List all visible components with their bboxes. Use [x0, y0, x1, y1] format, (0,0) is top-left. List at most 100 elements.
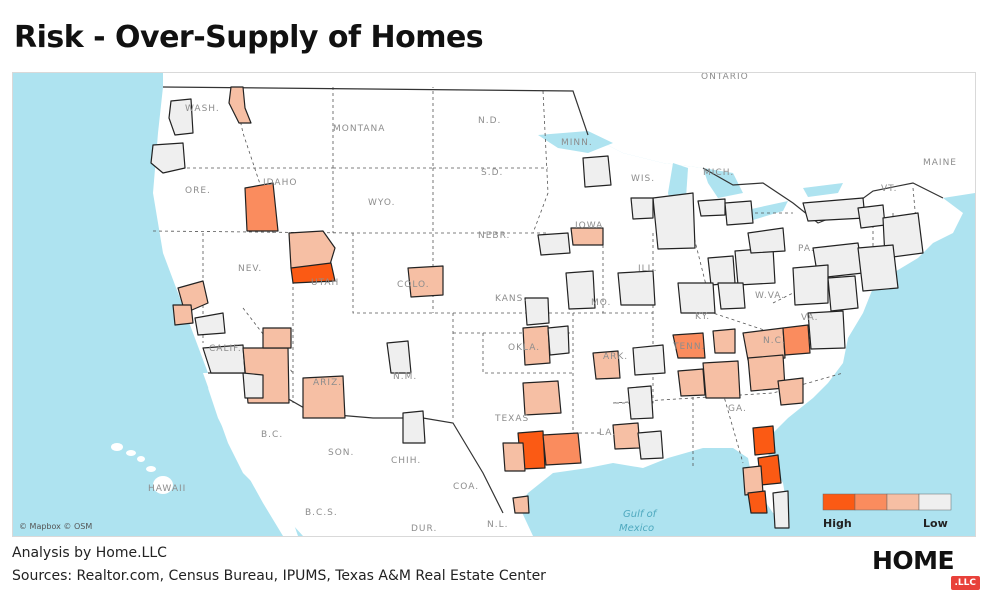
label-wva: W.VA.: [755, 291, 785, 301]
label-kans: KANS.: [495, 294, 527, 304]
metro-ogden[interactable]: [288, 230, 336, 272]
label-va: VA.: [801, 313, 818, 323]
metro-boise[interactable]: [244, 182, 279, 232]
label-ark: ARK.: [603, 352, 628, 362]
label-colo: COLO.: [397, 280, 430, 290]
legend-swatch-3: [886, 493, 920, 511]
sources-credit: Sources: Realtor.com, Census Bureau, IPU…: [12, 568, 546, 584]
metro-denver[interactable]: [407, 265, 444, 298]
metro-pittsburgh[interactable]: [792, 264, 829, 306]
metro-houston[interactable]: [542, 432, 582, 466]
metro-raleigh[interactable]: [782, 324, 811, 356]
metro-batonrouge[interactable]: [612, 422, 641, 450]
label-coa: COA.: [453, 482, 479, 492]
label-iowa: IOWA: [575, 221, 603, 231]
metro-kc[interactable]: [565, 270, 596, 310]
metro-charlotte[interactable]: [742, 327, 786, 361]
metro-detroit[interactable]: [724, 200, 754, 226]
metro-cincinnati[interactable]: [717, 282, 746, 310]
metro-philadelphia[interactable]: [827, 275, 859, 312]
label-sd: S.D.: [481, 168, 503, 178]
metro-wichita[interactable]: [524, 297, 550, 326]
label-chih: CHIH.: [391, 456, 421, 466]
metro-minneapolis[interactable]: [582, 155, 612, 188]
metro-milwaukee[interactable]: [630, 197, 654, 220]
page-title: Risk - Over-Supply of Homes: [14, 20, 484, 55]
home-llc-logo: HOME .LLC: [872, 546, 984, 590]
metro-capecoral[interactable]: [747, 490, 768, 514]
metro-spokane[interactable]: [228, 86, 252, 124]
metro-stockton[interactable]: [194, 312, 226, 336]
label-ill: ILL.: [638, 264, 658, 274]
metro-vegas[interactable]: [262, 327, 292, 349]
label-ariz: ARIZ.: [313, 378, 342, 388]
map-container[interactable]: ONTARIO WASH. MONTANA N.D. MINN. IDAHO O…: [12, 72, 976, 537]
metro-jackson[interactable]: [627, 385, 654, 420]
label-nc: N.C.: [763, 336, 786, 346]
metro-miami[interactable]: [772, 490, 790, 529]
metro-charleston[interactable]: [777, 377, 804, 406]
metro-tampa[interactable]: [742, 465, 764, 496]
metro-nyc[interactable]: [857, 244, 899, 292]
map-attribution[interactable]: © Mapbox © OSM: [19, 522, 92, 531]
map-svg[interactable]: ONTARIO WASH. MONTANA N.D. MINN. IDAHO O…: [13, 73, 975, 536]
metro-jacksonville[interactable]: [752, 425, 776, 456]
label-wash: WASH.: [185, 104, 220, 114]
metro-albany[interactable]: [857, 204, 886, 229]
metro-neworleans[interactable]: [637, 430, 664, 460]
metro-tulsa[interactable]: [547, 325, 570, 356]
metro-albuquerque[interactable]: [386, 340, 412, 374]
metro-columbus[interactable]: [734, 247, 776, 286]
metro-dc[interactable]: [807, 310, 846, 350]
metro-seattle[interactable]: [168, 98, 194, 136]
metro-atlanta[interactable]: [702, 360, 741, 399]
metro-littlerock[interactable]: [592, 350, 621, 380]
label-mo: MO.: [591, 298, 611, 308]
metro-nashville[interactable]: [672, 332, 706, 359]
label-utah: UTAH: [311, 278, 339, 288]
metro-memphis[interactable]: [632, 344, 666, 376]
metro-areas[interactable]: [150, 86, 924, 529]
logo-badge: .LLC: [950, 576, 980, 590]
metro-cleveland[interactable]: [747, 227, 786, 254]
label-nd: N.D.: [478, 116, 501, 126]
label-mich: MICH.: [703, 168, 734, 178]
metro-omaha[interactable]: [537, 232, 571, 256]
metro-knoxville[interactable]: [712, 328, 736, 354]
metro-mcallen[interactable]: [512, 495, 530, 514]
canada-land: [163, 73, 975, 223]
metro-sandiego[interactable]: [242, 372, 264, 399]
label-texas: TEXAS: [494, 414, 529, 424]
metro-louisville[interactable]: [677, 282, 716, 314]
metro-desmoines[interactable]: [570, 227, 604, 246]
lake-ontario: [803, 183, 843, 197]
label-montana: MONTANA: [333, 124, 385, 134]
label-tenn: TENN.: [672, 342, 706, 352]
us-land: [153, 87, 963, 513]
label-maine: MAINE: [923, 158, 957, 168]
label-pa: PA.: [798, 244, 815, 254]
state-borders: [152, 86, 919, 468]
metro-portland[interactable]: [150, 142, 186, 174]
metro-okc[interactable]: [522, 325, 551, 366]
metro-stlouis[interactable]: [617, 270, 656, 306]
label-gulf: Gulf of: [623, 509, 658, 520]
metro-elpaso[interactable]: [402, 410, 426, 444]
metro-salt-lake[interactable]: [290, 262, 336, 284]
label-ontario: ONTARIO: [701, 73, 749, 82]
metro-phoenix[interactable]: [302, 375, 346, 419]
metro-dallas[interactable]: [522, 380, 562, 416]
legend: High Low: [822, 493, 952, 530]
legend-swatch-2: [854, 493, 888, 511]
metro-indianapolis[interactable]: [707, 255, 736, 286]
lake-huron: [703, 168, 743, 198]
metro-sf[interactable]: [172, 304, 194, 326]
baja-land: [208, 388, 298, 536]
metro-sanantonio[interactable]: [502, 442, 526, 472]
metro-grandrapids[interactable]: [697, 198, 726, 217]
label-ky: KY.: [695, 312, 710, 322]
metro-birmingham[interactable]: [677, 368, 706, 397]
metro-chicago[interactable]: [652, 192, 696, 250]
label-nm: N.M.: [393, 372, 417, 382]
analysis-credit: Analysis by Home.LLC: [12, 545, 167, 561]
